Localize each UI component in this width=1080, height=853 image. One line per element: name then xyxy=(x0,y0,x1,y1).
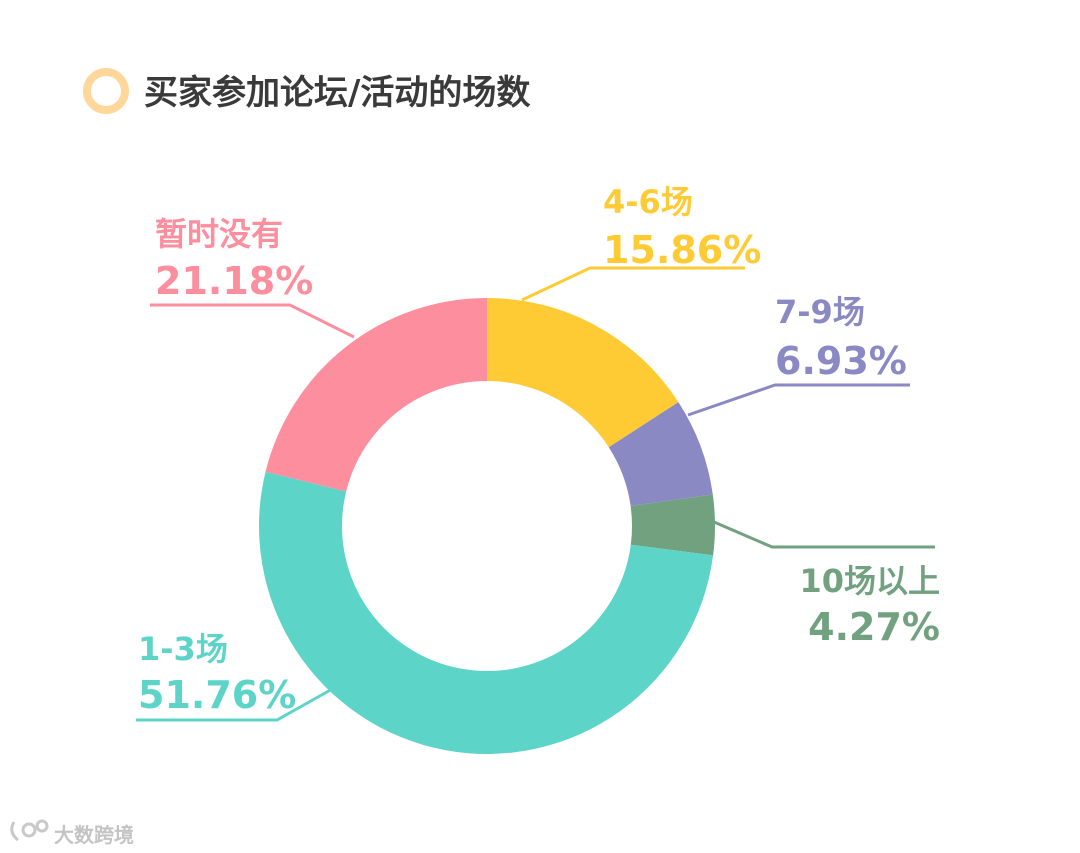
leader-line-3 xyxy=(713,520,935,549)
slice-value-label-2: 6.93% xyxy=(775,339,907,383)
chart-title-group: 买家参加论坛/活动的场数 xyxy=(83,68,530,114)
slice-value-label-5: 21.18% xyxy=(155,259,313,303)
slice-1 xyxy=(487,298,679,448)
leader-line-5 xyxy=(150,303,355,339)
leader-line-2 xyxy=(687,383,910,417)
slice-labels: 4-6场 15.86% 7-9场 6.93% 10场以上 4.27% 1-3场 51.76% 暂… xyxy=(136,183,940,722)
slice-name-label-4: 1-3场 xyxy=(138,630,228,668)
watermark-text: 大数跨境 xyxy=(54,823,134,847)
slice-name-label-2: 7-9场 xyxy=(775,293,865,331)
leader-line-4 xyxy=(136,686,335,722)
chart-title: 买家参加论坛/活动的场数 xyxy=(144,73,530,113)
slice-2 xyxy=(608,402,713,506)
slice-5 xyxy=(265,298,487,492)
slice-value-label-3: 4.27% xyxy=(808,605,940,649)
watermark-logo-icon xyxy=(10,819,49,842)
slice-value-label-4: 51.76% xyxy=(138,673,296,717)
title-ring-icon xyxy=(83,68,129,114)
leader-line-1 xyxy=(521,266,745,302)
slice-3 xyxy=(630,494,715,556)
slice-value-label-1: 15.86% xyxy=(603,228,761,272)
slice-4 xyxy=(259,471,714,754)
slice-name-label-5: 暂时没有 xyxy=(155,215,283,253)
donut-slices xyxy=(259,298,715,754)
slice-name-label-1: 4-6场 xyxy=(603,183,693,221)
slice-name-label-3: 10场以上 xyxy=(799,562,940,600)
watermark: 大数跨境 xyxy=(10,819,134,847)
